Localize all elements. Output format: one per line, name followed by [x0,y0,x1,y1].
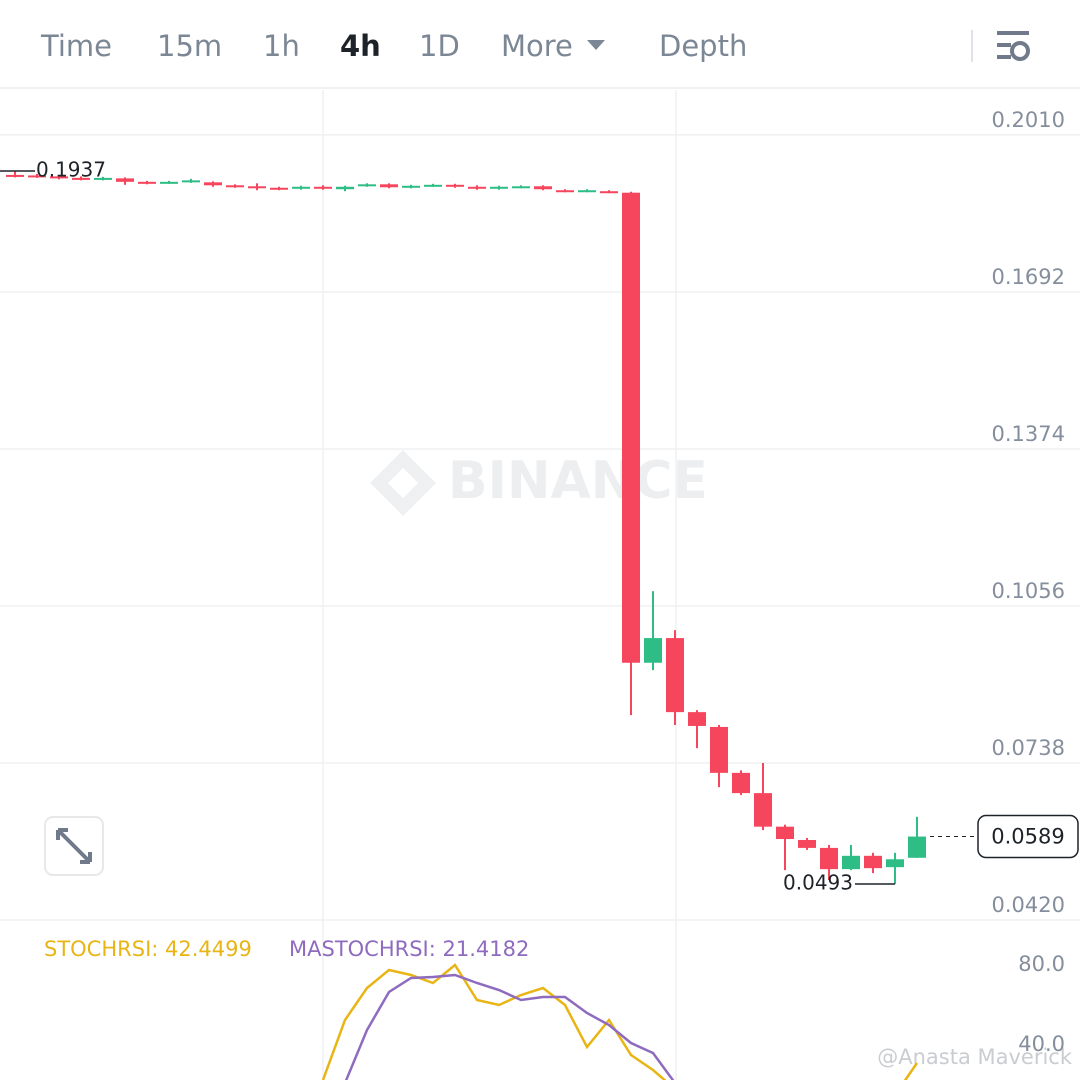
candle-body [908,836,926,858]
candle-body [732,772,750,794]
max-label: 0.1937 [36,157,106,181]
y-tick-label: 0.1374 [992,422,1065,446]
last-price: 0.0589 [991,825,1064,849]
candle-body [6,174,24,177]
last-price-box [977,814,1079,859]
candle-body [380,184,398,188]
watermark: BINANCE [448,451,708,511]
tab[interactable]: 15m [157,29,222,63]
candle-body [468,186,486,189]
candle-body [292,186,310,189]
candle-body [94,177,112,180]
candle-body [600,191,618,194]
candle-body [512,186,530,189]
candle-body [424,184,442,187]
candle-body [820,847,838,870]
indicator-line [321,963,919,1080]
legend-entry: STOCHRSI: 42.4499 [44,937,252,961]
candle-body [776,826,794,840]
candle-body [710,726,728,773]
candle-body [402,185,420,188]
candle-body [138,181,156,184]
y-tick-label: 0.1056 [992,579,1065,603]
candle-body [28,175,46,178]
candle-body [842,855,860,870]
candle-body [270,187,288,190]
candle-body [314,186,332,189]
candle-body [50,176,68,179]
y-tick-label: 0.2010 [992,108,1065,132]
tab[interactable]: Time [40,29,112,63]
dropdown-arrow [587,40,605,50]
y-tick-label: 0.0738 [992,736,1065,760]
candle-body [226,185,244,188]
candle-body [578,190,596,193]
min-label: 0.0493 [783,870,853,894]
candle-body [182,180,200,183]
watermark-logo [370,450,436,516]
candle-body [886,859,904,868]
candle-body [336,186,354,190]
candle-body [248,186,266,189]
candle-body [72,177,90,180]
y-tick-label: 40.0 [1018,1032,1065,1056]
candle-body [864,855,882,869]
candle-body [534,186,552,190]
candle-body [204,182,222,186]
candle-body [798,840,816,848]
y-tick-label: 0.1692 [992,265,1065,289]
credit: @Anasta Maverick [877,1045,1073,1069]
candle-body [688,712,706,726]
expand-button[interactable] [44,816,104,876]
tab[interactable]: 1h [263,29,300,63]
candle-body [490,186,508,189]
tab[interactable]: More [501,29,573,63]
tab[interactable]: 4h [340,29,381,63]
candle-body [116,178,134,182]
candle-body [666,638,684,713]
y-tick-label: 80.0 [1018,952,1065,976]
candle-body [754,793,772,827]
tab[interactable]: 1D [419,29,460,63]
toolbar: Time 15m 1h 4h 1D More Depth [40,29,747,63]
candle-body [358,184,376,187]
indicator-line [344,973,675,1080]
candle-body [556,190,574,193]
candle-body [160,181,178,184]
candle-body [644,638,662,663]
candle-body [622,192,640,663]
candle-body [446,184,464,187]
settings-icon[interactable] [997,31,1030,61]
y-tick-label: 0.0420 [992,893,1065,917]
tab[interactable]: Depth [659,29,747,63]
legend-entry: MASTOCHRSI: 21.4182 [289,937,529,961]
